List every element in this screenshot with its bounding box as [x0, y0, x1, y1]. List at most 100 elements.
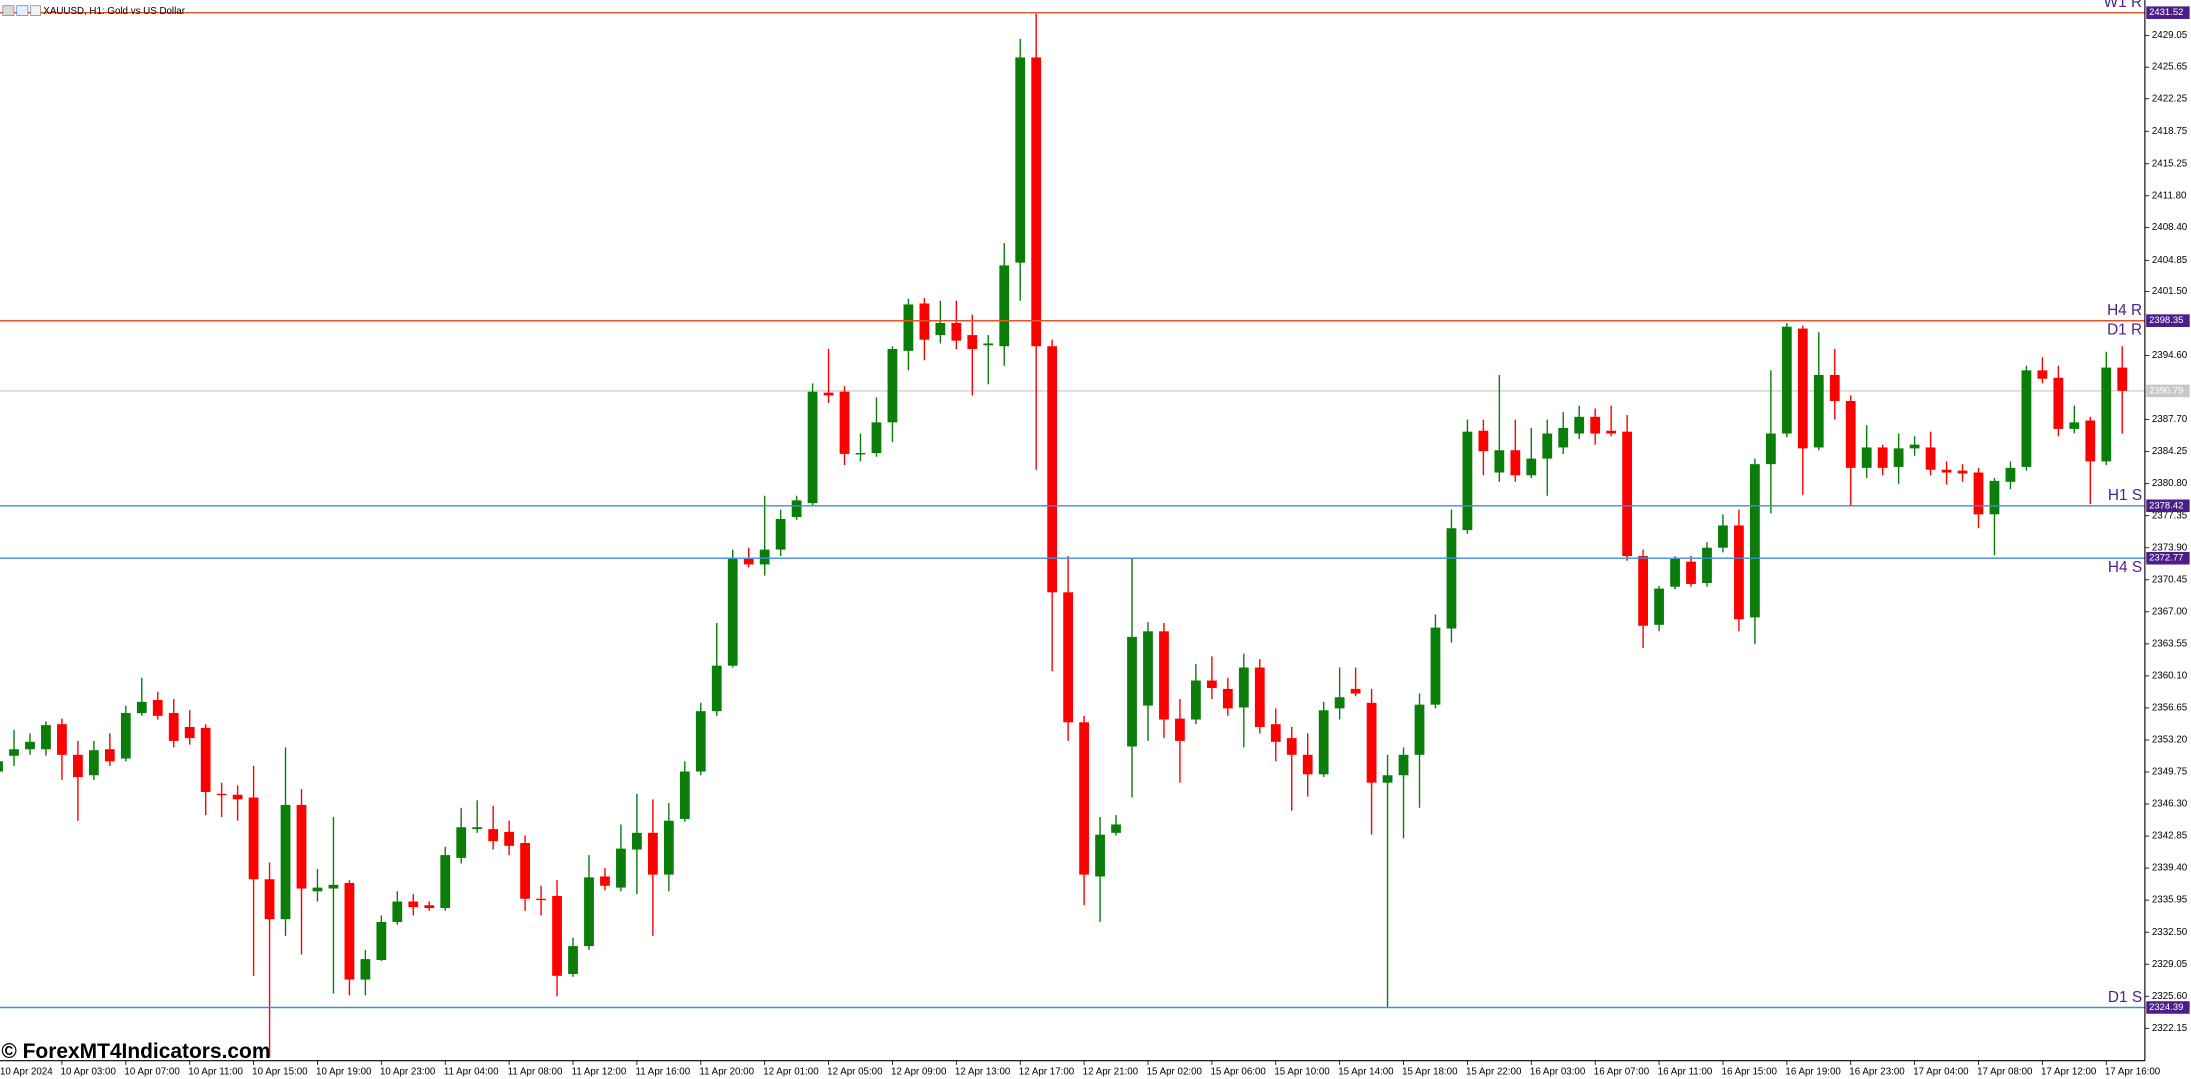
- x-tick-label: 15 Apr 18:00: [1402, 1066, 1458, 1077]
- candle-body: [775, 518, 786, 550]
- y-tick-label: 2363.55: [2152, 638, 2188, 649]
- candle-body: [424, 905, 435, 909]
- symbol-header: XAUUSD, H1: Gold vs US Dollar: [2, 5, 186, 17]
- candle-body: [120, 713, 131, 759]
- candle-body: [264, 879, 275, 920]
- candle-body: [1718, 525, 1728, 548]
- x-tick-label: 16 Apr 07:00: [1594, 1066, 1650, 1077]
- candle-body: [1941, 469, 1952, 473]
- candle-body: [360, 959, 371, 980]
- x-tick-label: 16 Apr 11:00: [1658, 1066, 1713, 1077]
- candle-body: [2085, 420, 2096, 462]
- candle-body: [935, 323, 946, 336]
- x-tick-label: 12 Apr 21:00: [1083, 1066, 1139, 1077]
- candle-body: [919, 303, 930, 340]
- candle-body: [1095, 834, 1105, 877]
- candle-body: [1654, 588, 1664, 625]
- y-tick-label: 2425.65: [2152, 62, 2188, 73]
- candle-body: [1750, 464, 1760, 618]
- candle-body: [1989, 480, 2000, 515]
- candle-body: [200, 727, 211, 792]
- x-tick-label: 11 Apr 16:00: [636, 1066, 691, 1077]
- candle-body: [1542, 433, 1553, 459]
- y-tick-label: 2349.75: [2152, 767, 2188, 778]
- candle-body: [408, 901, 419, 908]
- bid-price-label: 2390.79: [2149, 385, 2183, 396]
- candle-body: [168, 713, 179, 741]
- level-label: H4 R: [2107, 302, 2142, 319]
- x-tick-label: 12 Apr 17:00: [1019, 1066, 1075, 1077]
- x-tick-label: 10 Apr 11:00: [188, 1066, 243, 1077]
- level-price-label: 2378.42: [2149, 500, 2183, 511]
- level-price-box: [2146, 6, 2190, 19]
- y-tick-label: 2380.80: [2152, 478, 2188, 489]
- y-tick-label: 2356.65: [2152, 702, 2188, 713]
- candle-body: [152, 700, 163, 716]
- candle-body: [647, 832, 658, 875]
- candle-body: [1254, 667, 1265, 727]
- x-tick-label: 15 Apr 14:00: [1338, 1066, 1394, 1077]
- level-price-box: [2146, 1001, 2190, 1014]
- watermark: © ForexMT4Indicators.com: [1, 1040, 270, 1063]
- y-tick-label: 2332.50: [2152, 927, 2188, 938]
- candle-body: [1318, 710, 1329, 775]
- y-tick-label: 2339.40: [2152, 863, 2188, 874]
- candle-body: [727, 558, 738, 666]
- header-icon: [16, 5, 29, 16]
- y-tick-label: 2415.25: [2152, 158, 2188, 169]
- level-price-label: 2431.52: [2149, 7, 2183, 18]
- candle-body: [280, 804, 291, 920]
- x-tick-label: 15 Apr 02:00: [1147, 1066, 1203, 1077]
- candle-body: [600, 876, 610, 886]
- candle-body: [1829, 375, 1840, 402]
- candle-body: [1206, 680, 1217, 688]
- candle-body: [1925, 447, 1936, 470]
- candle-body: [1845, 401, 1856, 468]
- candle-body: [456, 827, 467, 858]
- x-tick-label: 10 Apr 15:00: [252, 1066, 308, 1077]
- bid-price-box: [2146, 384, 2190, 398]
- candle-body: [376, 921, 387, 961]
- x-tick-label: 15 Apr 06:00: [1210, 1066, 1266, 1077]
- candle-body: [1861, 447, 1872, 468]
- candle-body: [41, 725, 51, 750]
- candle-body: [344, 882, 355, 980]
- y-tick-label: 2418.75: [2152, 126, 2188, 137]
- candle-body: [2037, 370, 2048, 379]
- candle-body: [440, 855, 451, 909]
- level-label: D1 R: [2107, 322, 2142, 339]
- y-tick-label: 2394.60: [2152, 350, 2188, 361]
- candle-body: [1111, 824, 1121, 833]
- candle-body: [903, 304, 914, 351]
- x-tick-label: 16 Apr 19:00: [1785, 1066, 1841, 1077]
- x-tick-label: 11 Apr 08:00: [508, 1066, 563, 1077]
- x-tick-label: 16 Apr 23:00: [1849, 1066, 1905, 1077]
- candle-body: [1877, 447, 1888, 468]
- level-label: W1 R: [2104, 0, 2142, 11]
- x-tick-label: 10 Apr 19:00: [316, 1066, 372, 1077]
- candle-body: [552, 895, 562, 976]
- candle-body: [951, 323, 962, 341]
- x-tick-label: 12 Apr 13:00: [955, 1066, 1011, 1077]
- candle-body: [743, 558, 754, 565]
- y-tick-label: 2360.10: [2152, 670, 2188, 681]
- candle-body: [1286, 738, 1297, 755]
- candle-body: [216, 793, 227, 796]
- x-tick-label: 10 Apr 07:00: [124, 1066, 180, 1077]
- level-price-label: 2372.77: [2149, 553, 2183, 564]
- candle-body: [1302, 754, 1313, 775]
- candle-body: [1127, 636, 1137, 747]
- candle-body: [1686, 561, 1696, 584]
- candle-body: [791, 500, 802, 518]
- x-tick-label: 16 Apr 15:00: [1722, 1066, 1778, 1077]
- x-tick-label: 11 Apr 12:00: [572, 1066, 627, 1077]
- candle-body: [1159, 631, 1169, 720]
- y-tick-label: 2373.90: [2152, 542, 2188, 553]
- level-price-box: [2146, 314, 2190, 327]
- candle-body: [2101, 367, 2112, 462]
- level-label: H1 S: [2108, 487, 2142, 504]
- candle-body: [248, 797, 259, 880]
- y-tick-label: 2408.40: [2152, 222, 2188, 233]
- candle-body: [1702, 547, 1712, 584]
